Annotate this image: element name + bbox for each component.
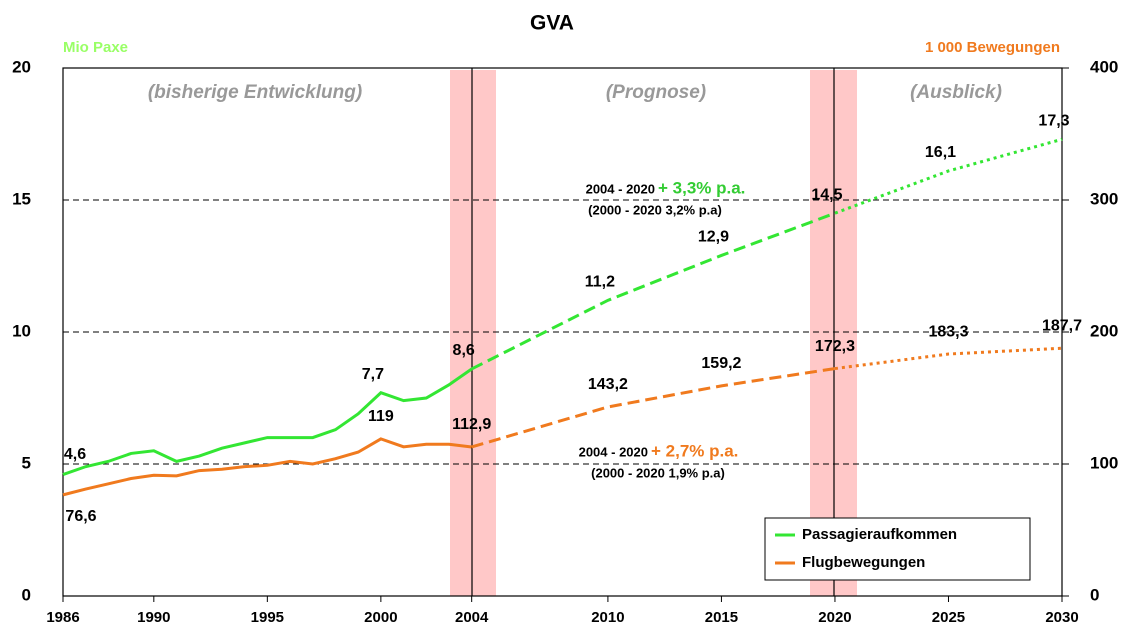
- data-label: 7,7: [362, 366, 384, 383]
- data-label: 17,3: [1038, 112, 1069, 129]
- data-label: 183,3: [928, 323, 968, 340]
- data-label: 119: [368, 408, 394, 425]
- y-tick-label: 15: [12, 189, 31, 208]
- legend-label: Flugbewegungen: [802, 554, 925, 571]
- x-tick-label: 2000: [364, 609, 397, 626]
- annotation: (bisherige Entwicklung): [148, 82, 362, 103]
- x-tick-label: 1990: [137, 609, 170, 626]
- series-line: [62, 437, 472, 497]
- annotation: (2000 - 2020 3,2% p.a): [588, 202, 722, 217]
- y2-tick-label: 300: [1090, 189, 1118, 208]
- data-label: 143,2: [588, 376, 628, 393]
- x-tick-label: 2010: [591, 609, 624, 626]
- data-label: 11,2: [585, 274, 615, 291]
- y2-axis-label: 1 000 Bewegungen: [925, 39, 1060, 56]
- x-tick-label: 2015: [705, 609, 738, 626]
- annotation: (2000 - 2020 1,9% p.a): [591, 465, 725, 480]
- y-tick-label: 10: [12, 321, 31, 340]
- data-label: 172,3: [815, 338, 855, 355]
- series-line: [834, 346, 1063, 371]
- annotation: (Ausblick): [910, 82, 1002, 103]
- series-line: [62, 367, 473, 476]
- x-tick-label: 1986: [46, 609, 79, 626]
- x-tick-label: 2020: [818, 609, 851, 626]
- chart-title: GVA: [530, 12, 574, 35]
- series-line: [471, 211, 836, 371]
- y2-tick-label: 400: [1090, 57, 1118, 76]
- legend-box: [764, 517, 1031, 581]
- data-label: 16,1: [925, 144, 956, 161]
- x-tick-label: 1995: [251, 609, 284, 626]
- annotation: 2004 - 2020: [579, 444, 648, 459]
- data-label: 187,7: [1042, 317, 1082, 334]
- highlight-band: [450, 70, 496, 596]
- y2-tick-label: 0: [1090, 585, 1099, 604]
- data-label: 112,9: [452, 416, 491, 433]
- data-label: 159,2: [701, 355, 741, 372]
- annotation: (Prognose): [606, 82, 706, 103]
- x-tick-label: 2030: [1045, 609, 1078, 626]
- annotation: + 2,7% p.a.: [651, 441, 738, 460]
- series-line: [834, 137, 1063, 215]
- y-tick-label: 20: [12, 57, 31, 76]
- legend-label: Passagieraufkommen: [802, 526, 957, 543]
- data-label: 8,6: [453, 342, 475, 359]
- y-tick-label: 5: [22, 453, 31, 472]
- y-axis-label: Mio Paxe: [63, 39, 128, 56]
- y2-tick-label: 100: [1090, 453, 1118, 472]
- annotation: 2004 - 2020: [586, 181, 655, 196]
- data-label: 4,6: [64, 446, 86, 463]
- annotation: + 3,3% p.a.: [658, 178, 745, 197]
- x-tick-label: 2025: [932, 609, 965, 626]
- data-label: 14,5: [811, 186, 842, 203]
- y-tick-label: 0: [22, 585, 31, 604]
- plot-frame: [62, 67, 1063, 597]
- data-label: 76,6: [65, 508, 96, 525]
- data-label: 12,9: [698, 229, 729, 246]
- y2-tick-label: 200: [1090, 321, 1118, 340]
- series-line: [471, 367, 836, 449]
- x-tick-label: 2004: [455, 609, 489, 626]
